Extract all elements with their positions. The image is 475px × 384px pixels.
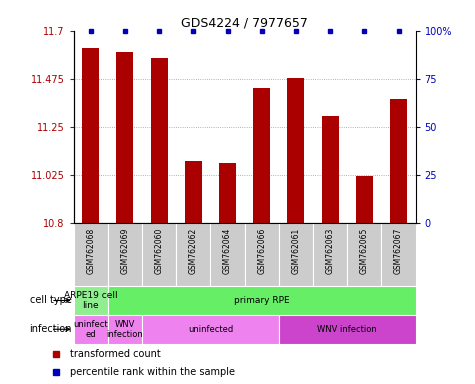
Bar [347,223,381,286]
Text: GSM762061: GSM762061 [292,228,300,274]
Bar [108,223,142,286]
Bar [210,223,245,286]
Bar [74,223,108,286]
Bar [82,48,99,223]
Text: GSM762060: GSM762060 [155,228,163,274]
Text: GSM762062: GSM762062 [189,228,198,274]
Text: GSM762069: GSM762069 [121,228,129,274]
Text: GSM762065: GSM762065 [360,228,369,274]
Bar [313,223,347,286]
Bar [142,223,176,286]
Bar [142,315,279,344]
Bar [356,176,373,223]
Text: ARPE19 cell
line: ARPE19 cell line [64,291,117,310]
Text: GSM762067: GSM762067 [394,228,403,274]
Text: infection: infection [29,324,72,334]
Text: transformed count: transformed count [70,349,161,359]
Bar [108,315,142,344]
Bar [151,58,168,223]
Bar [381,223,416,286]
Text: uninfected: uninfected [188,325,233,334]
Text: GSM762064: GSM762064 [223,228,232,274]
Bar [74,315,108,344]
Bar [279,315,416,344]
Bar [253,88,270,223]
Bar [279,223,313,286]
Text: uninfect
ed: uninfect ed [74,319,108,339]
Bar [245,223,279,286]
Text: primary RPE: primary RPE [234,296,290,305]
Text: GSM762063: GSM762063 [326,228,334,274]
Bar [322,116,339,223]
Text: GSM762066: GSM762066 [257,228,266,274]
Bar [176,223,210,286]
Bar [185,161,202,223]
Bar [74,286,108,315]
Text: percentile rank within the sample: percentile rank within the sample [70,366,235,377]
Text: cell type: cell type [30,295,72,306]
Bar [116,52,133,223]
Text: GSM762068: GSM762068 [86,228,95,274]
Title: GDS4224 / 7977657: GDS4224 / 7977657 [181,17,308,30]
Bar [390,99,407,223]
Text: WNV
infection: WNV infection [106,319,143,339]
Bar [219,163,236,223]
Bar [287,78,304,223]
Text: WNV infection: WNV infection [317,325,377,334]
